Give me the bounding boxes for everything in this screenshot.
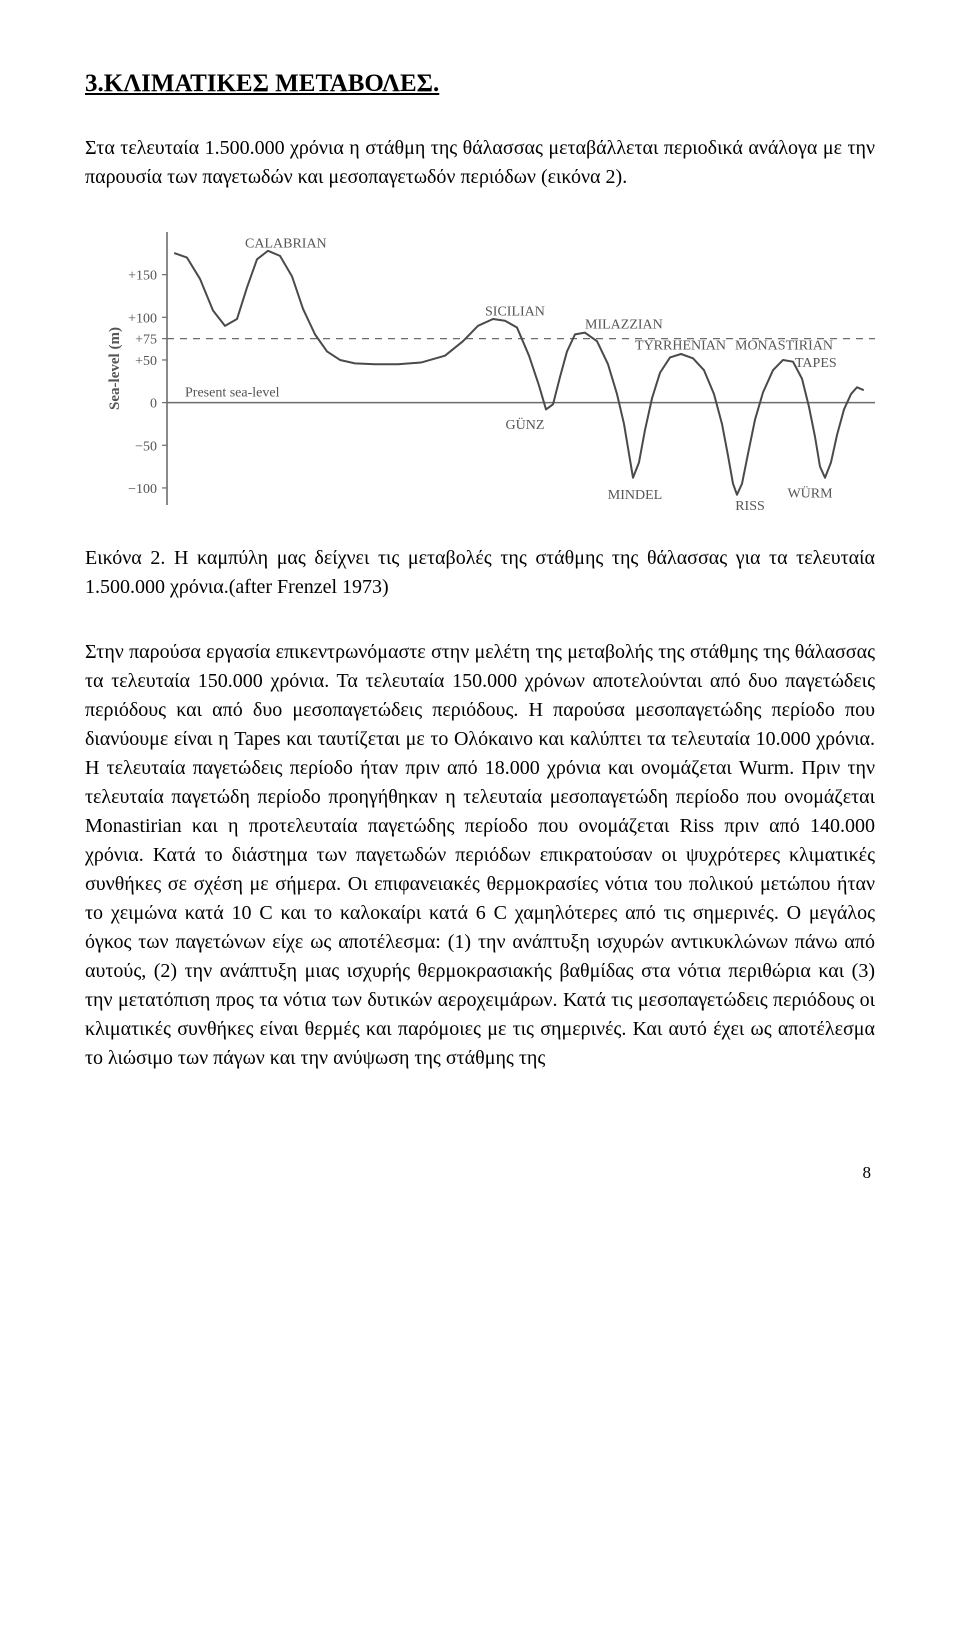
svg-text:CALABRIAN: CALABRIAN xyxy=(245,236,327,251)
page-number: 8 xyxy=(85,1163,875,1183)
figure-caption: Εικόνα 2. Η καμπύλη μας δείχνει τις μετα… xyxy=(85,544,875,602)
svg-text:+75: +75 xyxy=(135,333,157,348)
svg-text:Sea-level (m): Sea-level (m) xyxy=(107,327,123,410)
sea-level-figure: +150 +100 +75 +50 0 −50 −100 Sea-level (m) Prese… xyxy=(85,220,875,520)
section-heading: 3.ΚΛΙΜΑΤΙΚΕΣ ΜΕΤΑΒΟΛΕΣ. xyxy=(85,70,875,98)
svg-text:GÜNZ: GÜNZ xyxy=(506,416,545,433)
svg-text:+100: +100 xyxy=(128,311,157,326)
svg-text:MINDEL: MINDEL xyxy=(608,488,662,503)
svg-text:MONASTIRIAN: MONASTIRIAN xyxy=(735,339,833,354)
svg-text:0: 0 xyxy=(150,397,157,412)
svg-text:MILAZZIAN: MILAZZIAN xyxy=(585,317,663,332)
intro-paragraph: Στα τελευταία 1.500.000 χρόνια η στάθμη … xyxy=(85,134,875,192)
svg-text:TYRRHENIAN: TYRRHENIAN xyxy=(635,339,726,354)
svg-text:Present sea-level: Present sea-level xyxy=(185,386,280,401)
svg-text:SICILIAN: SICILIAN xyxy=(485,305,545,320)
svg-text:RISS: RISS xyxy=(735,499,765,514)
body-paragraph: Στην παρούσα εργασία επικεντρωνόμαστε στ… xyxy=(85,638,875,1073)
svg-text:+50: +50 xyxy=(135,354,157,369)
svg-text:−50: −50 xyxy=(135,439,157,454)
svg-text:−100: −100 xyxy=(128,482,157,497)
svg-text:WÜRM: WÜRM xyxy=(787,484,833,501)
svg-text:+150: +150 xyxy=(128,269,157,284)
svg-text:TAPES: TAPES xyxy=(795,356,837,371)
sea-level-chart: +150 +100 +75 +50 0 −50 −100 Sea-level (m) Prese… xyxy=(105,220,875,520)
